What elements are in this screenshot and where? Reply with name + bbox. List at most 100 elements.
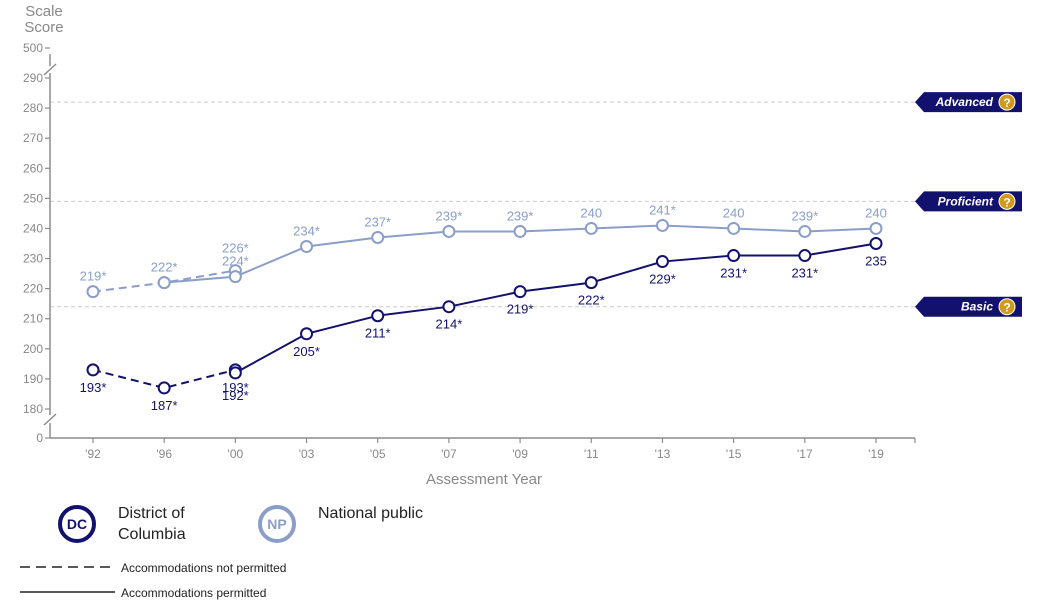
district-of-columbia-data-label: 222* xyxy=(578,293,605,308)
dashed-line-sample xyxy=(20,566,115,568)
district-of-columbia-point xyxy=(228,366,242,380)
x-tick-label: '03 xyxy=(299,447,315,461)
solid-line-label: Accommodations permitted xyxy=(121,586,267,600)
y-tick-label: 240 xyxy=(23,221,43,235)
district-of-columbia-data-label: 192* xyxy=(222,388,249,403)
y-tick-label: 260 xyxy=(23,161,43,175)
x-tick-label: '07 xyxy=(441,447,457,461)
national-public-point xyxy=(157,276,171,290)
district-of-columbia-line-permitted xyxy=(234,242,877,374)
solid-line-sample xyxy=(20,591,115,593)
national-public-data-label: 219* xyxy=(80,269,107,284)
x-axis-title: Assessment Year xyxy=(426,471,542,488)
np-legend-label: National public xyxy=(318,505,423,522)
level-tag-label-proficient: Proficient xyxy=(938,194,994,208)
district-of-columbia-data-label: 193* xyxy=(80,380,107,395)
legend: DC District of Columbia NP National publ… xyxy=(0,495,1057,609)
x-tick-label: '92 xyxy=(85,447,101,461)
district-of-columbia-data-label: 219* xyxy=(507,302,534,317)
national-public-data-label: 239* xyxy=(791,208,818,223)
axis-break-mark xyxy=(43,63,57,76)
y-tick-label: 210 xyxy=(23,312,43,326)
dc-legend-abbr: DC xyxy=(66,516,88,532)
y-tick-label: 200 xyxy=(23,342,43,356)
y-tick-label: 280 xyxy=(23,101,43,115)
district-of-columbia-point xyxy=(584,276,598,290)
national-public-point xyxy=(442,224,456,238)
level-tag-proficient xyxy=(915,191,1022,212)
national-public-point xyxy=(869,221,883,235)
district-of-columbia-data-label: 231* xyxy=(791,266,818,281)
district-of-columbia-data-label: 231* xyxy=(720,266,747,281)
np-legend-abbr: NP xyxy=(267,516,287,532)
national-public-point xyxy=(727,221,741,235)
district-of-columbia-data-label: 187* xyxy=(151,398,178,413)
national-public-point xyxy=(655,218,669,232)
x-tick-label: '00 xyxy=(228,447,244,461)
level-tag-basic xyxy=(915,296,1022,317)
district-of-columbia-point xyxy=(869,237,883,250)
question-mark-icon xyxy=(998,192,1016,210)
level-tag-label-advanced: Advanced xyxy=(935,95,994,109)
y-tick-label: 0 xyxy=(36,431,43,445)
district-of-columbia-data-label: 235 xyxy=(865,254,887,269)
line-chart: Scale Score Assessment Year 0 180 190 200 21… xyxy=(23,3,1022,488)
x-tick-label: '13 xyxy=(655,447,671,461)
national-public-point xyxy=(300,240,314,254)
national-public-data-label: 241* xyxy=(649,202,676,217)
question-mark-glyph: ? xyxy=(1003,301,1010,315)
question-mark-glyph: ? xyxy=(1003,96,1010,110)
district-of-columbia-line-not-permitted xyxy=(92,368,236,389)
question-mark-icon xyxy=(998,93,1016,111)
national-public-data-label: 234* xyxy=(293,224,320,239)
district-of-columbia-point xyxy=(300,327,314,341)
level-tag-label-basic: Basic xyxy=(961,300,993,314)
district-of-columbia-point xyxy=(655,255,669,269)
district-of-columbia-data-label: 214* xyxy=(436,317,463,332)
x-tick-label: '05 xyxy=(370,447,386,461)
y-tick-label: 500 xyxy=(23,41,43,55)
dc-legend-label: District of Columbia xyxy=(118,505,186,543)
x-tick-label: '19 xyxy=(868,447,884,461)
y-tick-label: 270 xyxy=(23,131,43,145)
y-tick-label: 190 xyxy=(23,372,43,386)
district-of-columbia-data-label: 205* xyxy=(293,344,320,359)
question-mark-icon xyxy=(998,298,1016,316)
district-of-columbia-point xyxy=(513,285,527,299)
y-axis-title-line2: Score xyxy=(24,19,63,36)
national-public-data-label: 240 xyxy=(723,205,745,220)
district-of-columbia-data-label: 193* xyxy=(222,380,249,395)
national-public-data-label: 222* xyxy=(151,260,178,275)
national-public-data-label: 240 xyxy=(865,205,887,220)
y-tick-label: 180 xyxy=(23,402,43,416)
national-public-data-label: 239* xyxy=(507,208,534,223)
national-public-point xyxy=(513,224,527,238)
x-tick-label: '09 xyxy=(512,447,528,461)
district-of-columbia-data-label: 229* xyxy=(649,272,676,287)
national-public-point xyxy=(798,224,812,238)
level-tag-advanced xyxy=(915,92,1022,113)
x-tick-label: '11 xyxy=(584,447,599,461)
national-public-data-label: 240 xyxy=(580,205,602,220)
dc-legend-badge: DC xyxy=(58,505,96,543)
national-public-data-label: 226* xyxy=(222,241,249,256)
axis-break-mark xyxy=(43,413,57,426)
national-public-data-label: 239* xyxy=(436,208,463,223)
national-public-point xyxy=(228,270,242,284)
dashed-line-label: Accommodations not permitted xyxy=(121,561,287,575)
x-tick-label: '17 xyxy=(797,447,813,461)
district-of-columbia-point xyxy=(86,363,100,377)
national-public-data-label: 224* xyxy=(222,254,249,269)
national-public-point xyxy=(371,230,385,244)
np-legend-badge: NP xyxy=(258,505,296,543)
x-tick-label: '96 xyxy=(156,447,172,461)
national-public-data-label: 237* xyxy=(364,214,391,229)
district-of-columbia-point xyxy=(727,249,741,263)
y-tick-label: 290 xyxy=(23,71,43,85)
y-tick-label: 230 xyxy=(23,252,43,266)
y-tick-label: 250 xyxy=(23,191,43,205)
y-tick-label: 220 xyxy=(23,282,43,296)
question-mark-glyph: ? xyxy=(1003,195,1010,209)
district-of-columbia-point xyxy=(371,309,385,323)
